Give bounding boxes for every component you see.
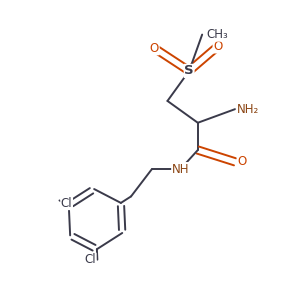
Text: Cl: Cl	[85, 253, 96, 266]
Text: O: O	[150, 42, 159, 55]
Text: NH: NH	[172, 163, 189, 176]
Text: S: S	[184, 65, 194, 77]
Text: Cl: Cl	[61, 197, 72, 210]
Text: CH₃: CH₃	[206, 28, 228, 41]
Text: NH₂: NH₂	[236, 103, 259, 115]
Text: O: O	[213, 40, 222, 53]
Text: O: O	[237, 155, 246, 168]
